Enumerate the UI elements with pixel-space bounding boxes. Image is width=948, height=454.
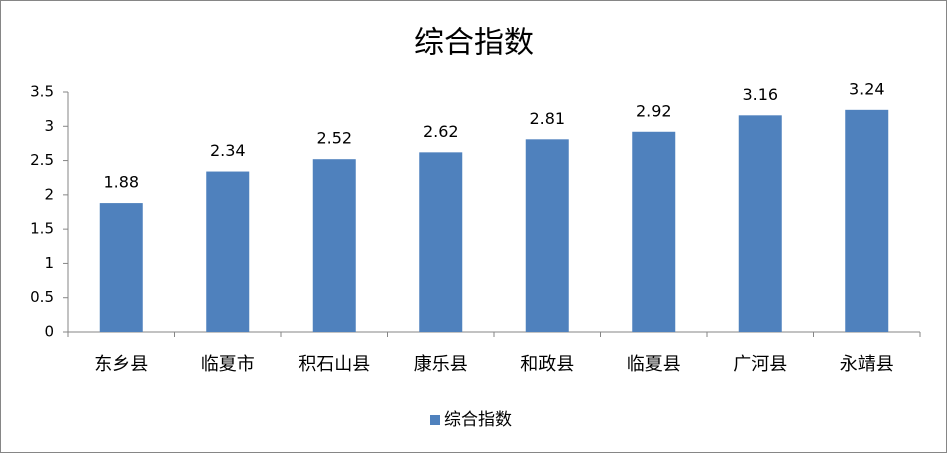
- x-tick-label: 广河县: [733, 354, 787, 375]
- data-label: 1.88: [103, 173, 139, 192]
- data-label: 2.34: [210, 141, 246, 160]
- y-tick-label: 0: [44, 323, 54, 341]
- bar: [206, 171, 250, 332]
- data-label: 3.16: [742, 85, 778, 104]
- chart-title: 综合指数: [414, 26, 534, 61]
- bar: [312, 159, 356, 332]
- bar: [525, 139, 569, 332]
- data-label: 2.62: [423, 122, 459, 141]
- y-tick-label: 2.5: [30, 151, 54, 169]
- x-tick-label: 临夏市: [201, 354, 255, 375]
- y-tick-label: 1: [44, 254, 54, 272]
- x-tick-label: 积石山县: [298, 354, 370, 375]
- bar: [632, 131, 676, 332]
- x-tick-label: 临夏县: [627, 354, 681, 375]
- data-label: 2.52: [316, 129, 352, 148]
- bar: [419, 152, 463, 332]
- x-tick-label: 东乡县: [94, 354, 148, 375]
- y-tick-label: 2: [44, 185, 54, 203]
- y-tick-label: 0.5: [30, 288, 54, 306]
- y-tick-label: 1.5: [30, 220, 54, 238]
- bar: [99, 203, 143, 332]
- x-tick-label: 和政县: [520, 354, 574, 375]
- legend-label: 综合指数: [444, 410, 512, 430]
- data-label: 3.24: [849, 79, 885, 98]
- y-tick-label: 3: [44, 117, 54, 135]
- x-tick-label: 永靖县: [840, 354, 894, 375]
- legend-swatch: [430, 415, 440, 425]
- bar: [845, 109, 889, 332]
- data-label: 2.92: [636, 101, 672, 120]
- data-label: 2.81: [529, 109, 565, 128]
- y-tick-label: 3.5: [30, 83, 54, 101]
- x-tick-label: 康乐县: [414, 354, 468, 375]
- bar: [738, 115, 782, 332]
